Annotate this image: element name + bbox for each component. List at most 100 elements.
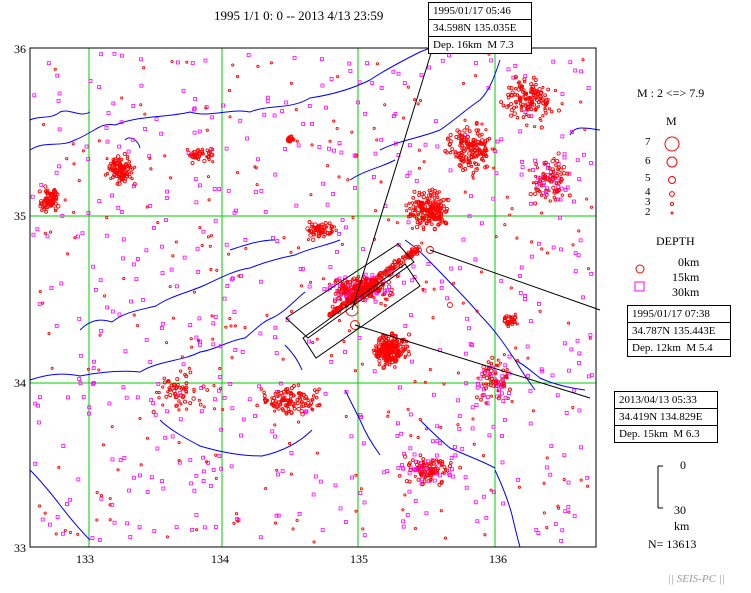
shallow-event-1691 (201, 384, 206, 389)
shallow-event-262 (269, 61, 273, 65)
shallow-event-878 (427, 196, 432, 201)
deep-event-291 (218, 344, 223, 349)
shallow-event-1451 (255, 403, 259, 408)
deep-event-336 (238, 118, 243, 123)
shallow-event-143 (508, 213, 512, 217)
shallow-event-2065 (393, 260, 398, 265)
deep-event-436 (534, 528, 539, 532)
shallow-event-772 (415, 220, 420, 225)
deep-event-220 (153, 412, 158, 417)
shallow-event-1980 (393, 265, 398, 269)
deep-event-1 (76, 477, 81, 482)
shallow-event-682 (378, 347, 382, 352)
coast-segment-6 (29, 469, 91, 541)
deep-event-177 (211, 321, 216, 326)
shallow-event-1625 (437, 459, 441, 464)
deep-event-15 (112, 520, 117, 525)
shallow-event-1244 (547, 166, 552, 171)
shallow-event-1014 (459, 152, 464, 157)
deep-event-440 (548, 472, 553, 477)
shallow-event-2088 (365, 285, 371, 291)
shallow-event-1863 (287, 135, 291, 139)
shallow-event-1235 (550, 159, 555, 164)
shallow-event-1226 (551, 185, 556, 190)
shallow-event-263 (560, 102, 564, 106)
shallow-event-833 (430, 222, 434, 227)
shallow-event-122 (456, 423, 460, 427)
shallow-event-218 (556, 504, 560, 508)
deep-event-175 (424, 511, 429, 516)
deep-event-77 (307, 339, 311, 344)
lat-tick-33: 33 (14, 541, 26, 555)
shallow-event-69 (407, 201, 411, 205)
deep-event-501 (408, 412, 413, 417)
shallow-event-19 (471, 176, 475, 180)
shallow-event-1560 (442, 465, 447, 469)
deep-event-715 (499, 391, 504, 396)
deep-event-490 (349, 434, 354, 439)
shallow-event-1128 (525, 123, 529, 127)
deep-event-98 (80, 231, 85, 236)
shallow-event-1708 (191, 396, 196, 401)
deep-event-515 (256, 157, 260, 162)
shallow-event-158 (229, 324, 233, 328)
shallow-event-1704 (178, 369, 183, 373)
shallow-event-1832 (196, 148, 201, 153)
shallow-event-1726 (178, 385, 182, 390)
shallow-event-38 (73, 236, 77, 240)
deep-event-365 (275, 239, 280, 243)
coast-segment-13 (349, 159, 396, 181)
deep-event-312 (37, 420, 41, 425)
shallow-event-18 (579, 478, 583, 482)
shallow-event-1320 (118, 161, 122, 166)
shallow-event-206 (72, 210, 76, 214)
deep-event-588 (382, 290, 387, 295)
deep-event-646 (541, 181, 546, 185)
shallow-event-871 (429, 210, 434, 215)
deep-event-84 (333, 483, 338, 488)
shallow-event-1109 (541, 85, 545, 89)
deep-event-101 (169, 267, 174, 272)
shallow-event-1029 (468, 148, 472, 152)
shallow-event-1526 (317, 387, 321, 391)
shallow-event-1007 (448, 133, 453, 138)
deep-event-169 (123, 349, 128, 354)
shallow-event-272 (309, 193, 313, 197)
shallow-event-232 (337, 318, 342, 323)
shallow-event-181 (383, 303, 387, 307)
shallow-event-1035 (484, 154, 489, 159)
deep-event-525 (322, 287, 327, 292)
shallow-event-1229 (543, 174, 548, 179)
shallow-event-1735 (188, 370, 193, 375)
deep-event-279 (66, 395, 70, 400)
shallow-event-1719 (180, 387, 184, 391)
deep-event-655 (450, 467, 454, 472)
shallow-event-2090 (397, 260, 401, 264)
deep-event-314 (523, 74, 528, 79)
shallow-event-866 (437, 199, 442, 205)
deep-event-310 (32, 93, 37, 98)
shallow-event-1633 (429, 468, 433, 473)
deep-event-186 (489, 58, 493, 63)
deep-event-253 (396, 421, 400, 426)
shallow-event-881 (432, 196, 437, 200)
shallow-event-1548 (300, 411, 305, 417)
deep-event-134 (61, 531, 65, 536)
shallow-event-2062 (331, 309, 335, 313)
shallow-event-2072 (390, 266, 395, 271)
shallow-event-1163 (538, 91, 543, 96)
coast-segment-0 (29, 47, 431, 151)
shallow-event-251 (200, 243, 204, 248)
shallow-event-1182 (509, 107, 515, 113)
shallow-event-230 (335, 126, 339, 130)
shallow-event-735 (444, 209, 449, 213)
shallow-event-103 (571, 405, 575, 410)
shallow-event-624 (382, 365, 386, 369)
deep-event-417 (357, 80, 362, 85)
shallow-event-1214 (543, 162, 547, 166)
deep-event-428 (513, 64, 518, 68)
shallow-event-1800 (309, 229, 314, 234)
shallow-event-273 (41, 301, 45, 305)
shallow-event-287 (471, 417, 475, 421)
coast-segment-4 (29, 291, 306, 381)
